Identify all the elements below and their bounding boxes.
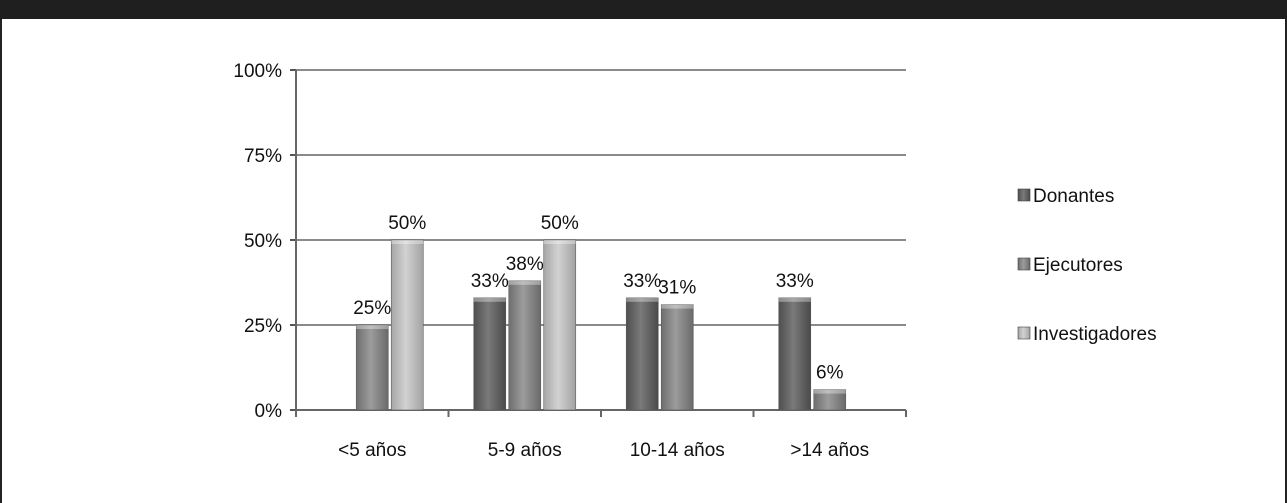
legend-swatch-investigadores [1017,326,1031,340]
legend-label-ejecutores: Ejecutores [1033,255,1123,276]
y-tick-label: 50% [244,231,282,252]
bar-highlight [391,240,424,244]
bar-highlight [543,240,576,244]
legend-swatch-donantes [1017,188,1031,202]
x-category-label: 5-9 años [488,440,562,461]
bar-investigadores-1 [543,239,577,411]
bars [355,239,847,411]
legend-label-donantes: Donantes [1033,186,1114,207]
bar-highlight [356,325,389,329]
bar-donantes-1 [473,297,507,411]
data-label: 31% [658,278,696,299]
data-label: 25% [353,298,391,319]
y-tick-label: 75% [244,146,282,167]
data-label: 33% [623,271,661,292]
bar-donantes-2 [625,297,659,411]
bar-highlight [508,280,541,285]
x-category-label: <5 años [338,440,406,461]
bar-investigadores-0 [390,239,424,411]
data-label: 6% [816,363,844,384]
data-label: 33% [776,271,814,292]
bar-ejecutores-3 [813,389,847,411]
bar-donantes-3 [778,297,812,411]
bar-ejecutores-0 [355,324,389,411]
legend-label-investigadores: Investigadores [1033,324,1157,345]
y-tick-label: 25% [244,316,282,337]
y-tick-labels: 0% 25% 50% 75% 100% [233,61,282,422]
bar-highlight [661,304,694,309]
bar-highlight [778,297,811,302]
data-label: 33% [471,271,509,292]
data-label: 50% [541,213,579,234]
category-labels: <5 años 5-9 años 10-14 años >14 años [338,440,869,461]
left-border [0,19,2,503]
bar-highlight [626,297,659,302]
x-category-label: >14 años [790,440,869,461]
data-label: 38% [506,254,544,275]
right-border [1285,19,1287,503]
legend: Donantes Ejecutores Investigadores [1017,186,1157,345]
top-band [0,0,1287,19]
legend-swatch-ejecutores [1017,257,1031,271]
gridlines [296,69,906,326]
x-category-label: 10-14 años [630,440,725,461]
bar-highlight [813,389,846,394]
bar-highlight [473,297,506,302]
data-labels: 25%50%33%38%50%33%31% 33%6% [353,213,843,384]
y-tick-label: 0% [255,401,283,422]
y-tick-label: 100% [233,61,282,82]
bar-ejecutores-1 [508,280,542,411]
data-label: 50% [388,213,426,234]
bar-ejecutores-2 [660,304,694,411]
